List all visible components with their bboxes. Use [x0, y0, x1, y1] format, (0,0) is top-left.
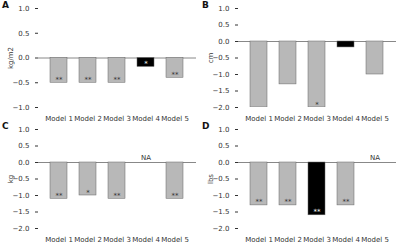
svg-text:**: **	[85, 76, 93, 84]
svg-text:1.0: 1.0	[218, 126, 229, 134]
svg-text:1.0: 1.0	[18, 5, 29, 13]
html-text:D: D	[202, 121, 210, 131]
svg-text:−1.5: −1.5	[13, 208, 30, 216]
svg-text:NA: NA	[141, 154, 151, 162]
svg-text:Model 1: Model 1	[245, 236, 273, 242]
svg-text:−0.5: −0.5	[12, 175, 30, 184]
svg-text:**: **	[314, 208, 322, 216]
svg-text:Model 1: Model 1	[45, 236, 73, 242]
svg-text:Model 2: Model 2	[274, 236, 302, 242]
html-text:C: C	[2, 121, 9, 131]
svg-text:−1.0: −1.0	[13, 104, 30, 112]
svg-text:−1.0: −1.0	[213, 192, 230, 200]
svg-text:**: **	[343, 198, 351, 206]
svg-text:−1.0: −1.0	[13, 192, 30, 200]
svg-text:0.5: 0.5	[18, 29, 29, 37]
svg-text:**: **	[285, 198, 293, 206]
svg-text:**: **	[172, 71, 180, 79]
svg-text:Model 3: Model 3	[103, 236, 131, 242]
html-text:A: A	[2, 0, 9, 10]
svg-text:−1.0: −1.0	[213, 71, 230, 79]
svg-text:**: **	[114, 192, 122, 200]
svg-text:0.5: 0.5	[218, 21, 229, 29]
svg-text:1.0: 1.0	[18, 126, 29, 134]
svg-text:Model 3: Model 3	[303, 236, 331, 242]
svg-text:kg/m2: kg/m2	[7, 47, 15, 69]
svg-text:0.0: 0.0	[218, 38, 229, 46]
svg-text:0.5: 0.5	[218, 142, 229, 150]
svg-text:−0.5: −0.5	[13, 79, 30, 87]
svg-text:1.0: 1.0	[218, 5, 229, 13]
svg-text:−2.0: −2.0	[213, 104, 230, 112]
svg-text:**: **	[114, 76, 122, 84]
svg-text:*: *	[315, 101, 319, 109]
svg-text:Model 4: Model 4	[332, 236, 360, 242]
svg-text:**: **	[56, 192, 64, 200]
svg-text:−1.5: −1.5	[213, 208, 230, 216]
svg-text:Model 4: Model 4	[132, 236, 160, 242]
svg-text:lbs: lbs	[207, 174, 215, 184]
svg-text:−2.0: −2.0	[13, 225, 30, 233]
html-text:B: B	[202, 0, 209, 10]
svg-text:NA: NA	[370, 154, 380, 162]
svg-text:cm: cm	[207, 52, 215, 63]
svg-text:−2.0: −2.0	[213, 225, 230, 233]
svg-text:Model 5: Model 5	[161, 236, 189, 242]
svg-text:0.0: 0.0	[18, 159, 29, 167]
svg-text:−0.5: −0.5	[212, 54, 230, 63]
svg-text:−1.5: −1.5	[213, 87, 230, 95]
svg-text:*: *	[144, 60, 148, 68]
svg-text:Model 2: Model 2	[74, 236, 102, 242]
svg-text:**: **	[56, 76, 64, 84]
svg-text:0.0: 0.0	[218, 159, 229, 167]
svg-text:−0.5: −0.5	[212, 175, 230, 184]
svg-text:kg: kg	[7, 175, 15, 184]
svg-text:**: **	[256, 198, 264, 206]
svg-text:*: *	[86, 189, 90, 197]
svg-text:0.5: 0.5	[18, 142, 29, 150]
svg-text:**: **	[172, 192, 180, 200]
svg-text:0.0: 0.0	[18, 54, 29, 62]
svg-text:Model 5: Model 5	[361, 236, 389, 242]
